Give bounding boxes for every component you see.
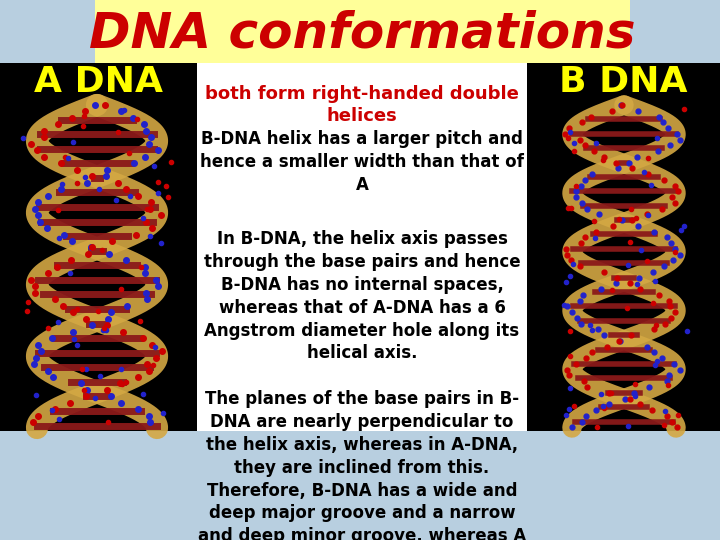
Text: A DNA: A DNA xyxy=(34,65,163,99)
Text: both form right-handed double
helices: both form right-handed double helices xyxy=(205,85,519,125)
Text: The planes of the base pairs in B-
DNA are nearly perpendicular to
the helix axi: The planes of the base pairs in B- DNA a… xyxy=(198,390,526,540)
Bar xyxy=(527,63,720,431)
Bar xyxy=(0,63,197,431)
Text: B-DNA helix has a larger pitch and
hence a smaller width than that of
A: B-DNA helix has a larger pitch and hence… xyxy=(200,130,524,194)
Text: In B-DNA, the helix axis passes
through the base pairs and hence
B-DNA has no in: In B-DNA, the helix axis passes through … xyxy=(204,230,521,362)
Text: DNA conformations: DNA conformations xyxy=(89,10,636,58)
Bar xyxy=(197,63,527,431)
Text: B DNA: B DNA xyxy=(559,65,688,99)
Bar xyxy=(95,0,630,65)
